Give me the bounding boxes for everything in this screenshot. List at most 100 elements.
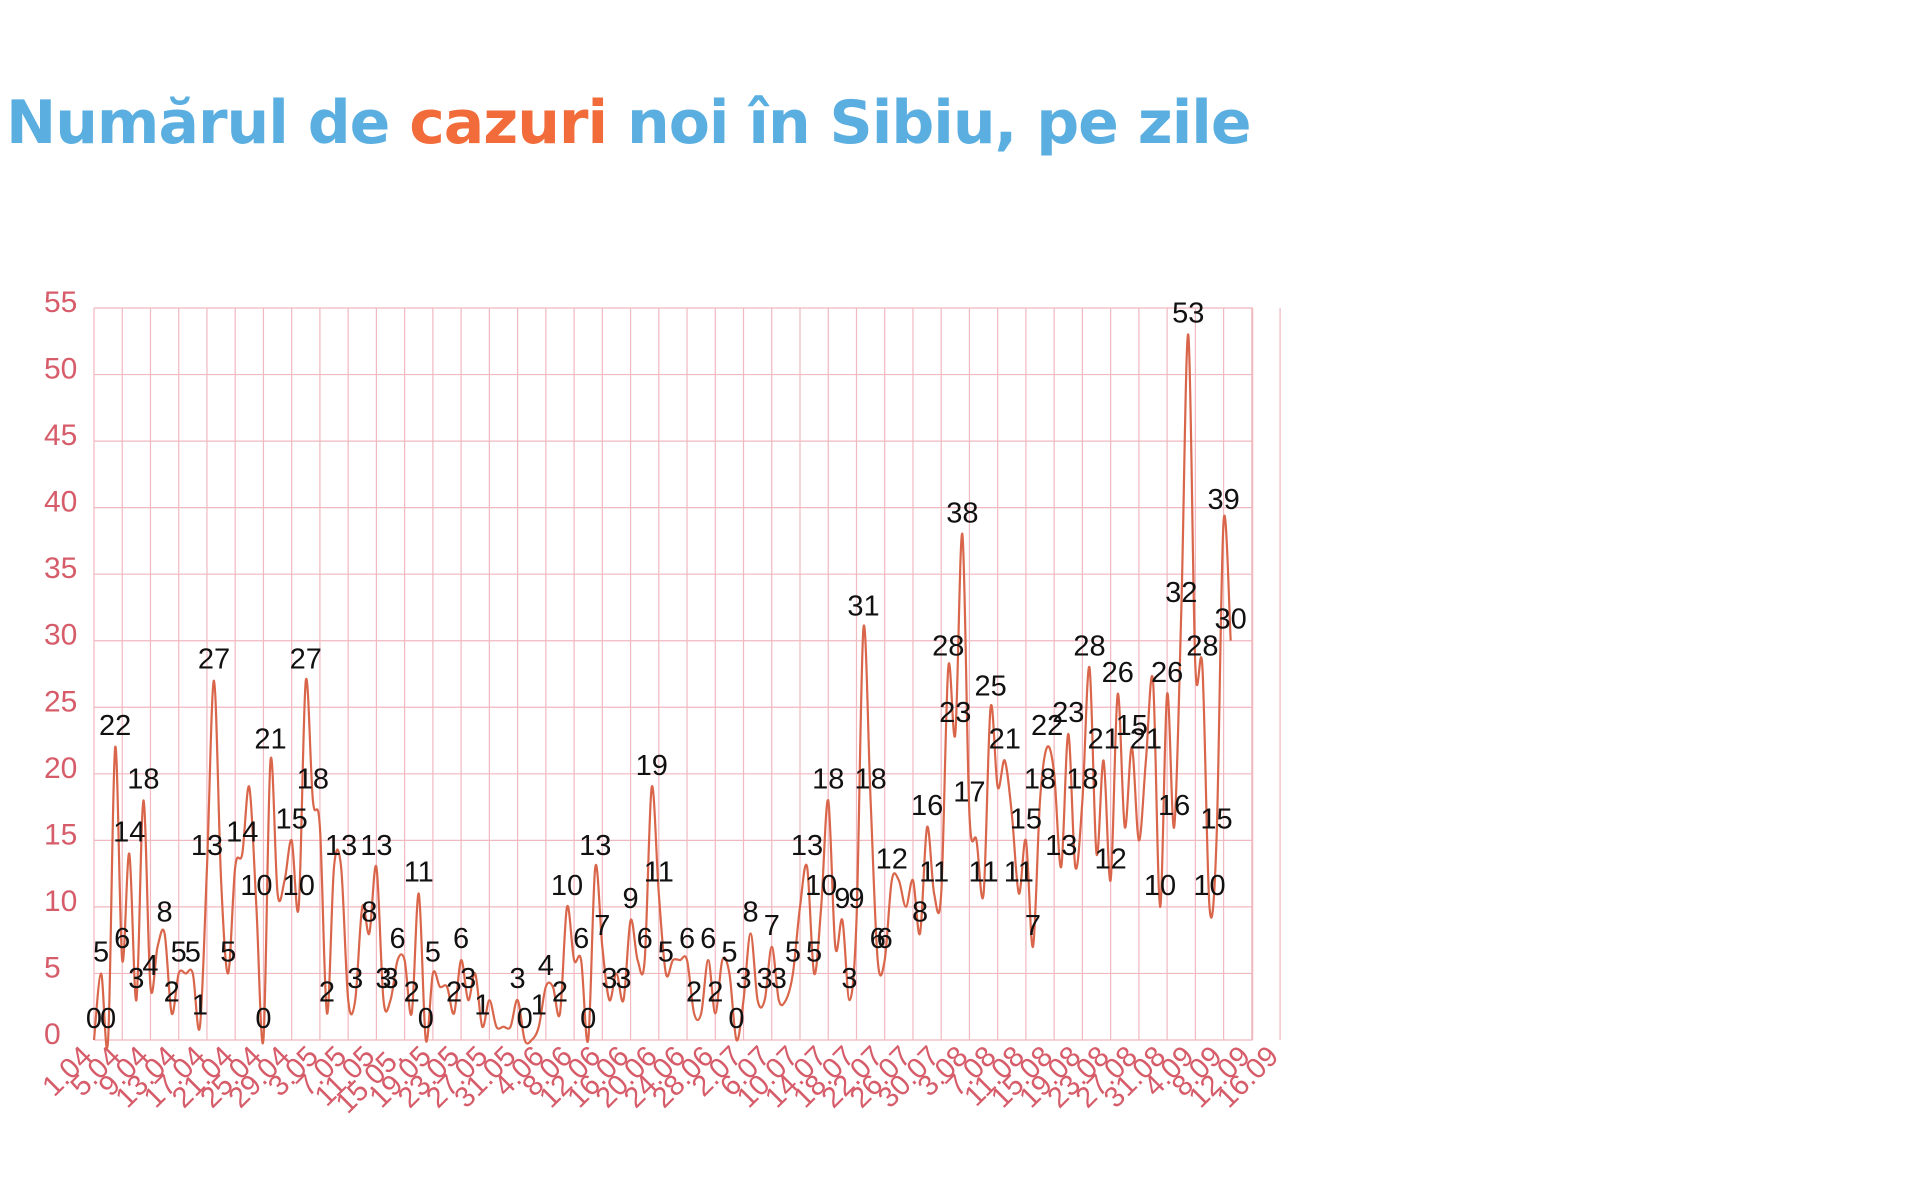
data-label: 2	[319, 976, 335, 1008]
data-label: 7	[594, 910, 610, 942]
data-label: 3	[510, 963, 526, 995]
data-label: 13	[325, 830, 357, 862]
data-label: 3	[347, 963, 363, 995]
data-label: 3	[382, 963, 398, 995]
data-label: 0	[580, 1003, 596, 1035]
data-label: 21	[989, 724, 1021, 756]
data-label: 28	[932, 630, 964, 662]
data-label: 2	[446, 976, 462, 1008]
y-tick-label: 30	[44, 619, 77, 652]
data-label: 17	[953, 777, 985, 809]
data-label: 11	[644, 857, 674, 889]
data-label: 5	[185, 936, 201, 968]
data-label: 3	[615, 963, 631, 995]
data-label: 0	[418, 1003, 434, 1035]
data-label: 10	[805, 870, 837, 902]
data-label: 26	[1151, 657, 1183, 689]
series-line	[92, 333, 1232, 1050]
data-label: 10	[1144, 870, 1176, 902]
data-label: 6	[573, 923, 589, 955]
data-label: 7	[1025, 910, 1041, 942]
data-label: 3	[757, 963, 773, 995]
data-label: 18	[812, 763, 844, 795]
data-label: 4	[538, 950, 554, 982]
data-label: 13	[579, 830, 611, 862]
series-line-layer	[92, 333, 1232, 1050]
y-tick-label: 25	[44, 685, 77, 718]
data-label: 5	[658, 936, 674, 968]
data-label: 1	[474, 990, 490, 1022]
data-label: 14	[226, 817, 258, 849]
y-tick-label: 15	[44, 818, 77, 851]
data-label: 18	[127, 763, 159, 795]
x-axis: 1.045.049.0413.0417.0421.0425.0429.043.0…	[36, 1040, 1285, 1120]
y-tick-label: 10	[44, 885, 77, 918]
data-label: 5	[785, 936, 801, 968]
data-label: 8	[912, 897, 928, 929]
data-label: 5	[425, 936, 441, 968]
data-label: 3	[735, 963, 751, 995]
data-label: 2	[686, 976, 702, 1008]
data-label: 13	[360, 830, 392, 862]
data-label: 22	[99, 710, 131, 742]
data-label: 38	[946, 497, 978, 529]
data-label: 15	[1010, 803, 1042, 835]
y-tick-label: 55	[44, 286, 77, 319]
data-label: 21	[1130, 724, 1162, 756]
data-label: 2	[707, 976, 723, 1008]
data-label: 11	[969, 857, 999, 889]
data-label: 10	[283, 870, 315, 902]
data-label: 0	[255, 1003, 271, 1035]
data-label: 0	[100, 1003, 116, 1035]
data-label: 27	[198, 644, 230, 676]
data-label: 27	[290, 644, 322, 676]
data-label: 9	[848, 883, 864, 915]
title-part-3: noi în Sibiu, pe zile	[607, 88, 1252, 158]
data-label: 32	[1165, 577, 1197, 609]
data-label: 2	[552, 976, 568, 1008]
data-label: 39	[1207, 484, 1239, 516]
data-label: 5	[721, 936, 737, 968]
data-label: 18	[1066, 763, 1098, 795]
data-label: 7	[764, 910, 780, 942]
page-title: Numărul de cazuri noi în Sibiu, pe zile	[6, 88, 1252, 158]
data-label: 6	[114, 923, 130, 955]
data-label: 11	[1004, 857, 1034, 889]
data-label: 2	[164, 976, 180, 1008]
data-label: 5	[220, 936, 236, 968]
data-label: 23	[1052, 697, 1084, 729]
data-label: 9	[834, 883, 850, 915]
data-label: 31	[847, 590, 879, 622]
data-label: 3	[601, 963, 617, 995]
data-label: 6	[637, 923, 653, 955]
data-label: 5	[806, 936, 822, 968]
data-label: 13	[191, 830, 223, 862]
data-label: 3	[771, 963, 787, 995]
y-tick-label: 35	[44, 552, 77, 585]
data-label: 6	[877, 923, 893, 955]
data-label: 6	[453, 923, 469, 955]
grid	[93, 307, 1281, 1041]
data-label: 3	[841, 963, 857, 995]
data-label: 26	[1102, 657, 1134, 689]
data-label: 12	[1095, 843, 1127, 875]
data-label: 13	[1045, 830, 1077, 862]
data-label: 16	[1158, 790, 1190, 822]
data-label: 3	[128, 963, 144, 995]
data-label: 13	[791, 830, 823, 862]
data-label: 10	[1193, 870, 1225, 902]
data-label: 23	[939, 697, 971, 729]
data-label: 5	[171, 936, 187, 968]
data-label: 11	[404, 857, 434, 889]
y-tick-label: 5	[44, 951, 61, 984]
title-part-1: Numărul de	[6, 88, 410, 158]
data-label: 6	[870, 923, 886, 955]
data-label: 6	[390, 923, 406, 955]
data-label: 3	[460, 963, 476, 995]
data-label: 10	[551, 870, 583, 902]
y-axis: 0 5 10 15 20 25 30 35 40 45 50 55	[44, 286, 77, 1051]
data-label: 0	[517, 1003, 533, 1035]
y-tick-label: 45	[44, 419, 77, 452]
data-label: 15	[1116, 710, 1148, 742]
